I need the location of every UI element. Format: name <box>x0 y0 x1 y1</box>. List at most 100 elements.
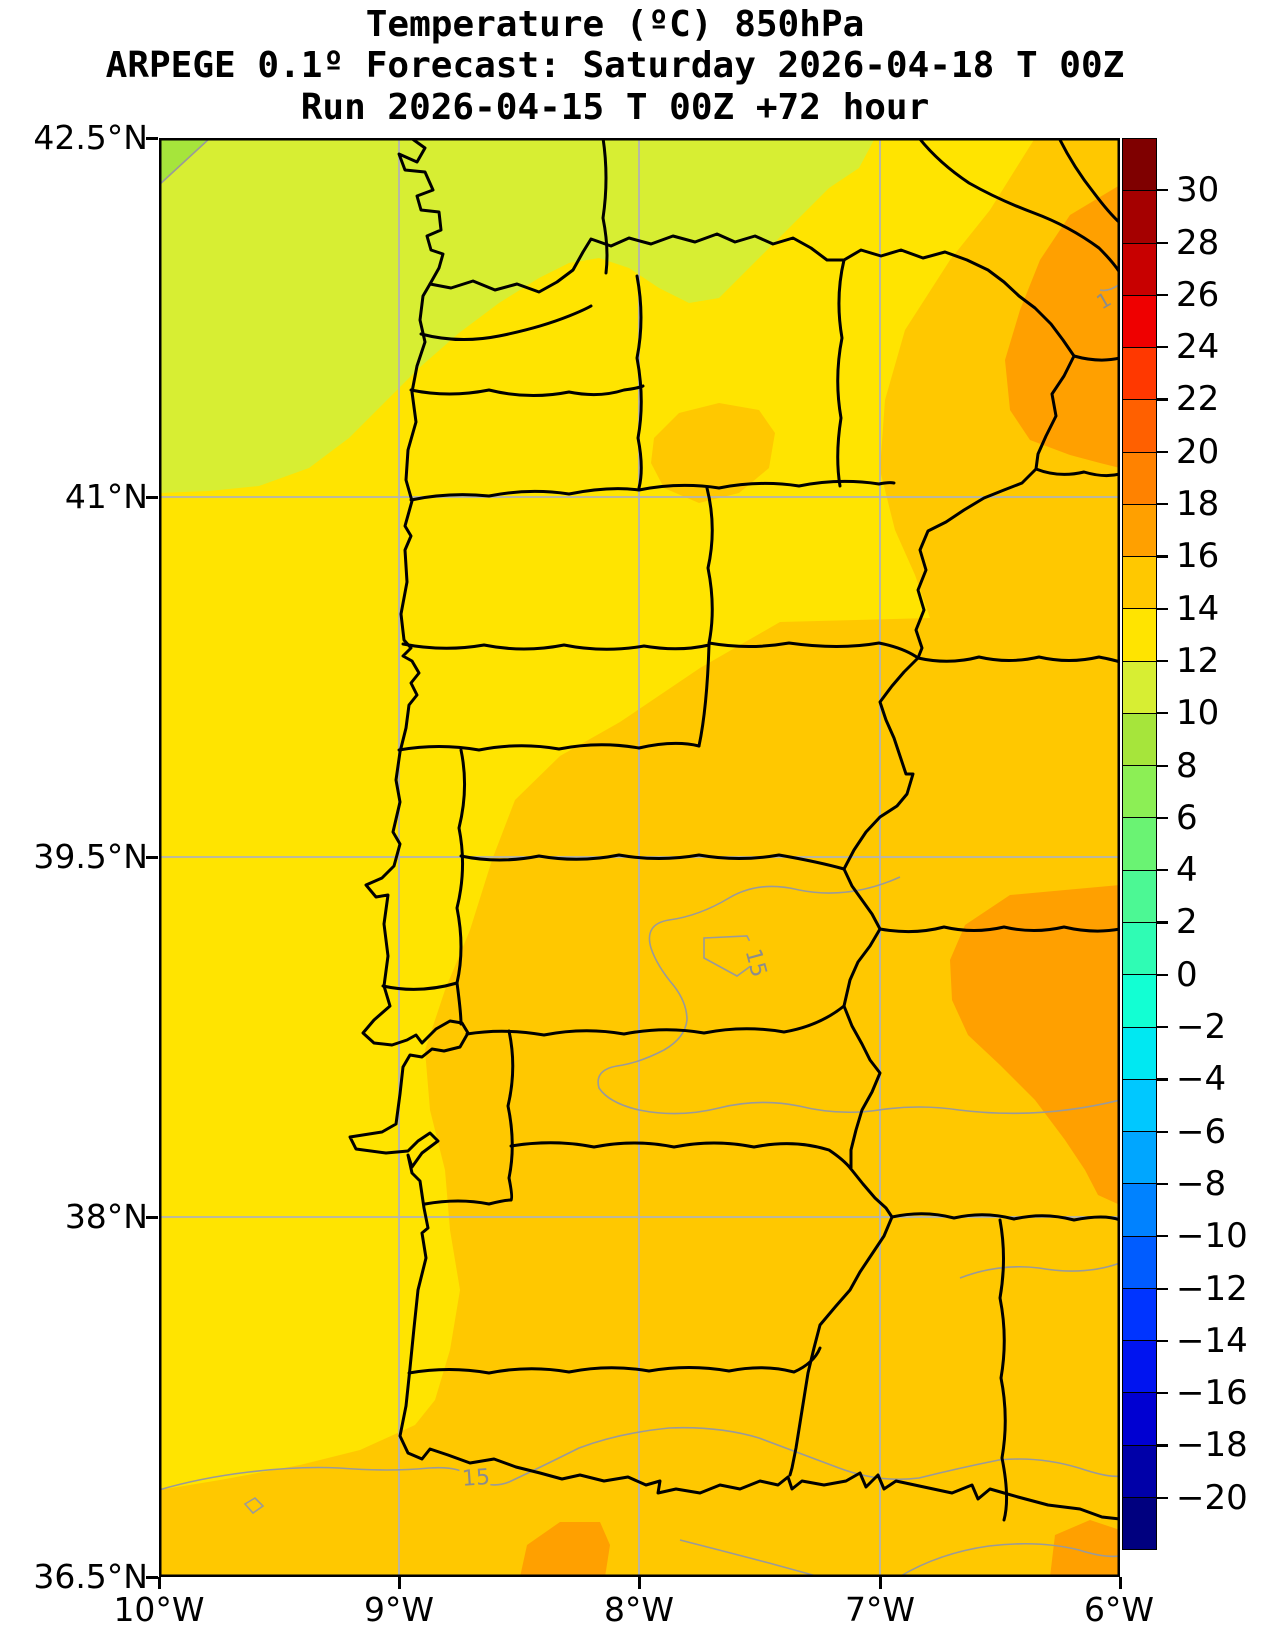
colorbar-segment <box>1123 347 1156 400</box>
province-boundary <box>1072 354 1120 362</box>
colorbar-tick <box>1157 1235 1168 1238</box>
colorbar-tick-label: 28 <box>1176 222 1220 263</box>
colorbar-segment <box>1123 1340 1156 1393</box>
colorbar-tick-label: 26 <box>1176 274 1220 315</box>
lat-tick-label: 38°N <box>64 1197 148 1236</box>
contour-fragment-sw <box>679 1539 821 1577</box>
district-boundary <box>409 479 896 502</box>
lon-tick <box>398 1577 401 1589</box>
colorbar-tick-label: −20 <box>1176 1477 1248 1518</box>
lon-tick <box>638 1577 641 1589</box>
district-boundary <box>509 1141 853 1171</box>
colorbar-tick-label: −2 <box>1176 1007 1227 1048</box>
colorbar-tick-label: 0 <box>1176 954 1198 995</box>
district-boundary <box>419 304 593 342</box>
colorbar-tick-label: 4 <box>1176 850 1198 891</box>
lon-tick <box>879 1577 882 1589</box>
lat-tick-label: 36.5°N <box>33 1557 148 1596</box>
map-frame <box>159 138 1120 1577</box>
colorbar-segment <box>1123 503 1156 557</box>
colorbar-tick-label: −12 <box>1176 1268 1248 1309</box>
district-boundary <box>465 1004 846 1037</box>
colorbar-segment <box>1123 399 1156 452</box>
colorbar-segment <box>1123 451 1156 504</box>
colorbar-tick <box>1157 450 1168 453</box>
lon-tick-label: 9°W <box>363 1590 435 1629</box>
colorbar-tick-label: 12 <box>1176 640 1220 681</box>
contour-loop-ocean <box>243 1496 265 1515</box>
province-boundary <box>601 138 609 275</box>
colorbar-tick <box>1157 1026 1168 1029</box>
contour-15-central <box>597 876 1120 1115</box>
colorbar-tick <box>1157 241 1168 244</box>
colorbar-tick <box>1157 293 1168 297</box>
colorbar-tick <box>1157 398 1168 401</box>
colorbar-segment <box>1123 190 1156 243</box>
colorbar-tick <box>1157 973 1168 976</box>
colorbar-tick <box>1157 503 1168 506</box>
colorbar-segment <box>1123 556 1156 609</box>
district-boundary <box>697 643 711 748</box>
colorbar-tick-label: 14 <box>1176 588 1220 629</box>
colorbar-segment <box>1123 1287 1156 1341</box>
colorbar-segment <box>1123 139 1156 191</box>
province-boundary <box>878 925 1120 934</box>
colorbar-tick-label: −18 <box>1176 1425 1248 1466</box>
district-boundary <box>401 642 711 651</box>
colorbar-tick <box>1157 555 1168 558</box>
lat-tick-label: 41°N <box>64 477 148 516</box>
contour-15-loop <box>703 935 761 977</box>
colorbar-tick <box>1157 1287 1168 1290</box>
colorbar-tick <box>1157 346 1168 349</box>
colorbar-tick-label: 20 <box>1176 431 1220 472</box>
colorbar-segment <box>1123 242 1156 295</box>
lon-tick <box>1119 1577 1122 1589</box>
colorbar-tick-label: −6 <box>1176 1111 1227 1152</box>
colorbar-tick <box>1157 659 1168 663</box>
district-boundary <box>423 1198 513 1206</box>
province-boundary <box>916 655 1120 664</box>
district-boundary <box>409 384 645 398</box>
colorbar-tick-label: 18 <box>1176 484 1220 525</box>
contour-fragment-se <box>898 1542 1120 1577</box>
colorbar-tick <box>1157 1392 1168 1395</box>
colorbar-segment <box>1123 765 1156 818</box>
colorbar-tick <box>1157 1182 1168 1186</box>
district-boundary <box>455 748 467 1026</box>
contour-label-algarve: 15 <box>461 1465 491 1492</box>
coastline <box>348 138 1120 1521</box>
district-boundary <box>836 258 846 488</box>
colorbar <box>1122 138 1157 1550</box>
lat-tick <box>146 496 158 499</box>
colorbar-segment <box>1123 1026 1156 1079</box>
colorbar-segment <box>1123 1392 1156 1445</box>
colorbar-segment <box>1123 1131 1156 1184</box>
colorbar-tick-label: 2 <box>1176 902 1198 943</box>
colorbar-tick <box>1157 1130 1168 1133</box>
lon-tick-label: 6°W <box>1083 1590 1155 1629</box>
lat-tick <box>146 1576 158 1579</box>
colorbar-tick-label: 16 <box>1176 536 1220 577</box>
district-boundary <box>635 274 643 490</box>
colorbar-tick <box>1157 1339 1168 1342</box>
colorbar-tick-label: 8 <box>1176 745 1198 786</box>
colorbar-segment <box>1123 1444 1156 1497</box>
colorbar-tick <box>1157 764 1168 767</box>
colorbar-tick <box>1157 1444 1168 1447</box>
district-boundary <box>407 1346 822 1375</box>
district-boundary <box>506 1029 515 1202</box>
province-boundary <box>1034 467 1120 478</box>
lat-tick-label: 42.5°N <box>33 118 148 157</box>
colorbar-segment <box>1123 1235 1156 1288</box>
district-boundary <box>705 486 714 645</box>
lat-tick-label: 39.5°N <box>33 837 148 876</box>
lat-tick <box>146 856 158 859</box>
lon-tick-label: 8°W <box>603 1590 675 1629</box>
colorbar-segment <box>1123 817 1156 870</box>
contour-fragment-se2 <box>959 1262 1120 1279</box>
colorbar-tick-label: −14 <box>1176 1320 1248 1361</box>
lon-tick <box>158 1577 161 1589</box>
colorbar-tick-label: 30 <box>1176 170 1220 211</box>
province-boundary <box>890 1212 1120 1222</box>
province-boundary <box>1057 138 1120 225</box>
